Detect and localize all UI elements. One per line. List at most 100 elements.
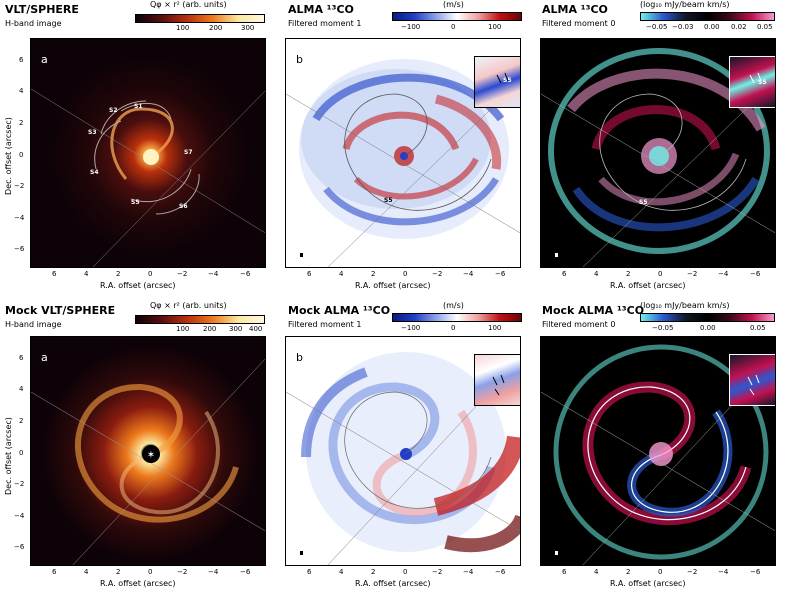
y-axis-label: Dec. offset (arcsec) — [4, 117, 13, 195]
spiral-overlay — [31, 88, 265, 267]
panel-title: Mock VLT/SPHERE — [5, 304, 116, 317]
colorbar-label: Qφ × r² (arb. units) — [150, 301, 227, 310]
x-axis-label: R.A. offset (arcsec) — [610, 579, 686, 588]
colorbar-label: (m/s) — [443, 301, 464, 310]
y-tick: −4 — [14, 214, 25, 222]
x-tick: −4 — [718, 568, 729, 576]
y-tick: −4 — [14, 512, 25, 520]
x-tick: −4 — [208, 270, 219, 278]
mock-spiral-overlay: ✶ — [31, 358, 265, 565]
x-tick: −4 — [463, 568, 474, 576]
x-tick: −2 — [432, 568, 443, 576]
x-tick: 2 — [371, 568, 376, 576]
mock-moment0-image — [541, 344, 775, 565]
panel-title: Mock ALMA ¹³CO — [542, 304, 645, 317]
mock-moment0-map — [540, 336, 776, 566]
panel-subtitle: Filtered moment 0 — [542, 19, 616, 28]
x-tick: 0 — [403, 270, 408, 278]
colorbar-tick: −100 — [401, 324, 421, 332]
x-tick: −2 — [177, 568, 188, 576]
colorbar-tick: 0.05 — [757, 23, 773, 31]
spiral-label-s5: S5 — [384, 197, 393, 204]
x-tick: 4 — [84, 568, 89, 576]
x-tick: −4 — [463, 270, 474, 278]
y-tick: −6 — [14, 245, 25, 253]
y-tick: −2 — [14, 480, 25, 488]
colorbar-tick: 0.02 — [731, 23, 747, 31]
colorbar-moment0 — [640, 12, 775, 21]
colorbar-tick: 0.05 — [750, 324, 766, 332]
y-axis-label: Dec. offset (arcsec) — [4, 417, 13, 495]
colorbar-tick: 400 — [249, 325, 263, 333]
x-tick: −2 — [432, 270, 443, 278]
x-tick: −6 — [750, 568, 761, 576]
y-tick: 4 — [19, 87, 24, 95]
x-tick: −6 — [240, 270, 251, 278]
colorbar-tick: −100 — [401, 23, 421, 31]
panel-letter: a — [41, 53, 48, 66]
mock-h-band-image: ✶ a — [30, 336, 266, 566]
y-tick: 6 — [19, 56, 24, 64]
colorbar-tick: −0.03 — [672, 23, 694, 31]
panel-subtitle: H-band image — [5, 320, 62, 329]
colorbar-tick: 0.00 — [700, 324, 716, 332]
spiral-label-s7: S7 — [184, 149, 193, 156]
x-axis-label: R.A. offset (arcsec) — [100, 579, 176, 588]
h-band-image: a S1 S2 S3 S4 S5 S6 S7 — [30, 38, 266, 268]
spiral-label-s2: S2 — [109, 107, 118, 114]
x-tick: −4 — [208, 568, 219, 576]
panel-subtitle: Filtered moment 1 — [288, 320, 362, 329]
colorbar-tick: 0 — [451, 23, 456, 31]
inset-arrows — [749, 72, 762, 84]
colorbar-moment0 — [640, 313, 775, 322]
spiral-label-s5: S5 — [131, 199, 140, 206]
panel-title: Mock ALMA ¹³CO — [288, 304, 391, 317]
x-tick: 4 — [594, 270, 599, 278]
x-axis-label: R.A. offset (arcsec) — [610, 281, 686, 290]
y-tick: −6 — [14, 543, 25, 551]
spiral-label-s6: S6 — [179, 203, 188, 210]
x-tick: −2 — [687, 270, 698, 278]
x-tick: 4 — [339, 270, 344, 278]
colorbar-tick: −0.05 — [646, 23, 668, 31]
spiral-label-s4: S4 — [90, 169, 99, 176]
x-tick: 4 — [594, 568, 599, 576]
x-tick: −6 — [495, 568, 506, 576]
colorbar-tick: 100 — [488, 23, 502, 31]
panel-subtitle: H-band image — [5, 19, 62, 28]
inset-zoom — [729, 354, 775, 406]
x-axis-label: R.A. offset (arcsec) — [355, 281, 431, 290]
colorbar-tick: 300 — [229, 325, 243, 333]
colorbar-tick: 100 — [488, 324, 502, 332]
x-tick: 6 — [562, 270, 567, 278]
panel-letter: b — [296, 53, 303, 66]
y-tick: 6 — [19, 354, 24, 362]
panel-title: ALMA ¹³CO — [288, 3, 354, 16]
inset-arrows — [747, 374, 760, 396]
moment0-map: S5 S5 — [540, 38, 776, 268]
colorbar-tick: 0.00 — [704, 23, 720, 31]
x-axis-label: R.A. offset (arcsec) — [100, 281, 176, 290]
panel-letter: a — [41, 351, 48, 364]
x-tick: 0 — [148, 568, 153, 576]
spiral-label-s3: S3 — [88, 129, 97, 136]
colorbar-bwr — [392, 12, 522, 21]
colorbar-label: (log₁₀ mJy/beam km/s) — [640, 301, 730, 310]
y-tick: 0 — [19, 449, 24, 457]
inset-arrows — [496, 72, 509, 84]
x-tick: −2 — [687, 568, 698, 576]
x-tick: 2 — [626, 568, 631, 576]
x-tick: 2 — [116, 568, 121, 576]
colorbar-tick: 100 — [176, 325, 190, 333]
x-tick: 0 — [403, 568, 408, 576]
inset-label: S5 — [503, 77, 512, 84]
panel-subtitle: Filtered moment 0 — [542, 320, 616, 329]
panel-title: VLT/SPHERE — [5, 3, 79, 16]
y-tick: 2 — [19, 417, 24, 425]
colorbar-label: (m/s) — [443, 0, 464, 9]
x-tick: 6 — [52, 568, 57, 576]
moment1-image — [286, 59, 520, 267]
x-tick: 0 — [658, 568, 663, 576]
inset-zoom: S5 — [474, 56, 520, 108]
y-tick: 0 — [19, 151, 24, 159]
